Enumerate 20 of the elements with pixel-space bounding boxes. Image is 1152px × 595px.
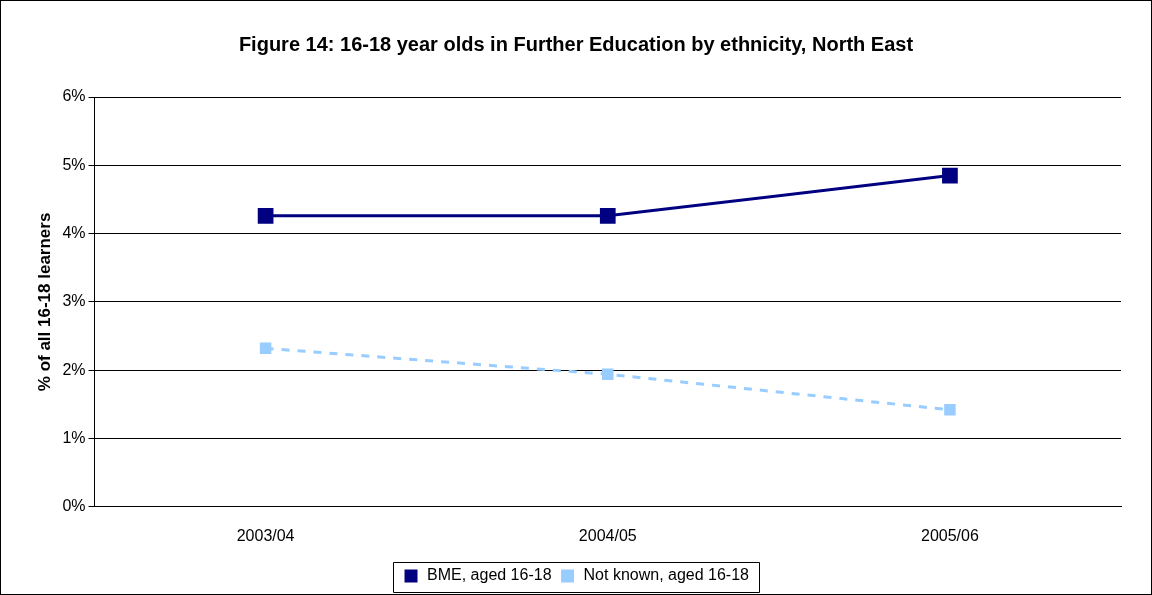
point bbox=[259, 342, 272, 355]
point bbox=[942, 167, 958, 184]
legend-label: BME, aged 16-18 bbox=[427, 566, 552, 584]
y-tick-label: 0% bbox=[62, 497, 86, 515]
y-tick-label: 5% bbox=[62, 155, 86, 173]
y-tick-label: 6% bbox=[62, 87, 86, 105]
point bbox=[944, 404, 956, 416]
y-axis-title: % of all 16-18 learners bbox=[34, 212, 54, 392]
legend-label: Not known, aged 16-18 bbox=[583, 566, 750, 584]
point bbox=[257, 207, 274, 224]
y-tick-label: 3% bbox=[62, 292, 86, 310]
point bbox=[599, 207, 616, 224]
y-tick-label: 4% bbox=[62, 224, 86, 242]
y-tick-label: 1% bbox=[62, 428, 86, 446]
chart-title: Figure 14: 16-18 year olds in Further Education by ethnicity, North East bbox=[238, 32, 914, 55]
x-tick-label: 2005/06 bbox=[921, 526, 979, 544]
y-tick-label: 2% bbox=[62, 360, 86, 378]
x-tick-label: 2004/05 bbox=[578, 526, 637, 544]
point bbox=[602, 368, 614, 381]
x-tick-label: 2003/04 bbox=[236, 526, 295, 544]
